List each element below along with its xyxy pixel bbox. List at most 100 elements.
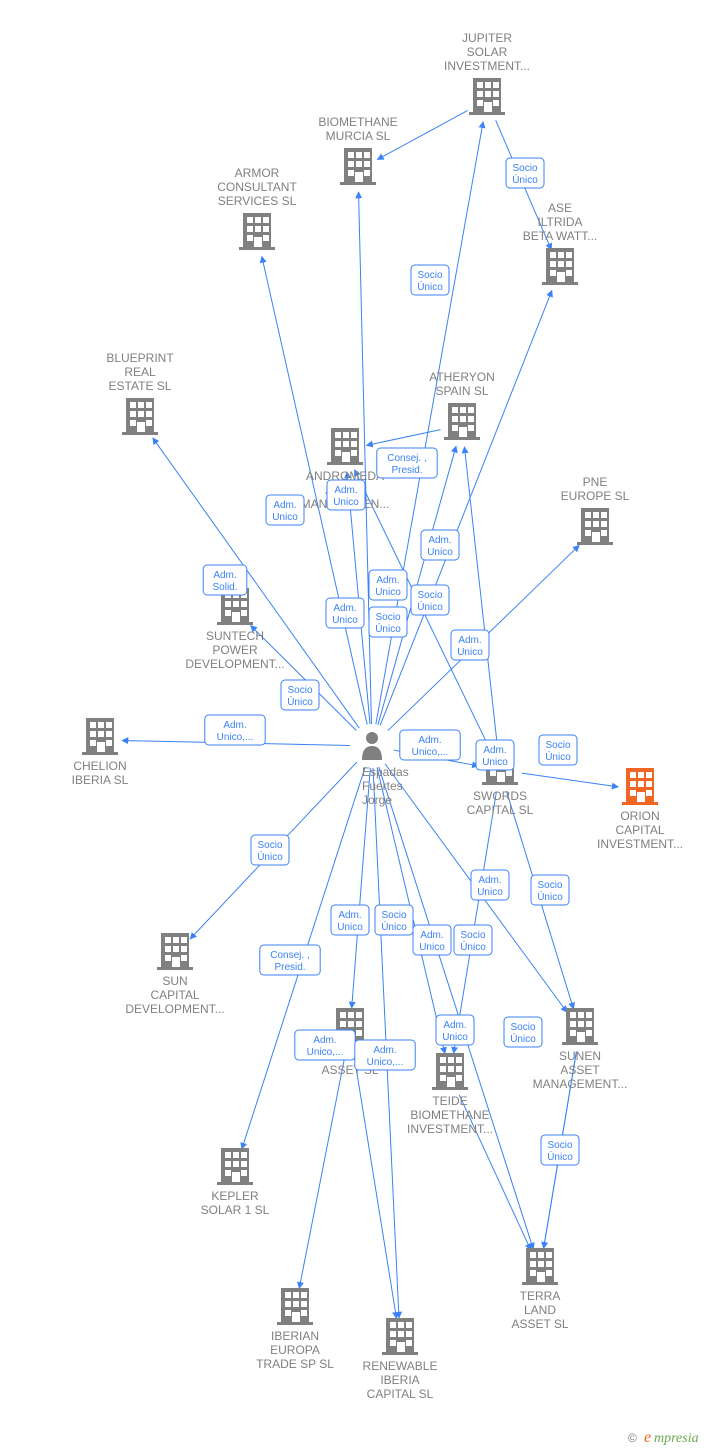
edge-label-line: Adm.: [313, 1035, 336, 1046]
edge-label-line: Único: [537, 890, 563, 903]
company-label-line: SUN: [162, 974, 187, 988]
company-label-line: DEVELOPMENT...: [125, 1002, 224, 1016]
company-label-line: SOLAR: [467, 45, 508, 59]
edge-label-line: Solid.: [212, 582, 237, 593]
edge-label-line: Adm.: [334, 485, 357, 496]
company-label-line: BLUEPRINT: [106, 351, 174, 365]
edge-label-line: Socio: [547, 1140, 572, 1151]
edge-label-line: Adm.: [376, 575, 399, 586]
edge-label-line: Unico: [442, 1032, 468, 1043]
company-label-line: ESTATE SL: [109, 379, 172, 393]
edge: [454, 792, 497, 1054]
edge-label-line: Adm.: [373, 1045, 396, 1056]
edge-label: SocioÚnico: [281, 680, 319, 710]
building-icon: [340, 148, 376, 185]
edge-label: Consej. ,Presid.: [377, 448, 437, 478]
company-label-line: SUNTECH: [206, 629, 264, 643]
company-label-line: CAPITAL: [615, 823, 664, 837]
company-node-biomethane[interactable]: BIOMETHANEMURCIA SL: [318, 115, 397, 185]
company-label-line: ASSET SL: [511, 1317, 568, 1331]
building-icon: [622, 768, 658, 805]
company-node-orion[interactable]: ORIONCAPITALINVESTMENT...: [597, 768, 683, 851]
edge-label-line: Unico: [457, 647, 483, 658]
company-label-line: BETA WATT...: [523, 229, 597, 243]
edge: [251, 625, 357, 730]
building-icon: [444, 403, 480, 440]
company-label-line: RENEWABLE: [363, 1359, 438, 1373]
edge-label-line: Unico: [337, 922, 363, 933]
company-label-line: SPAIN SL: [435, 384, 488, 398]
edge-label: Adm.Unico,...: [205, 715, 265, 745]
edge-label-line: Unico: [375, 587, 401, 598]
company-label-line: INVESTMENT...: [444, 59, 530, 73]
company-node-kepler[interactable]: KEPLERSOLAR 1 SL: [201, 1148, 270, 1217]
company-node-sun[interactable]: SUNCAPITALDEVELOPMENT...: [125, 933, 224, 1016]
edge-label-line: Socio: [460, 930, 485, 941]
company-node-jupiter[interactable]: JUPITERSOLARINVESTMENT...: [444, 31, 530, 115]
company-label-line: KEPLER: [211, 1189, 259, 1203]
company-node-iberian[interactable]: IBERIANEUROPATRADE SP SL: [256, 1288, 334, 1371]
edge-label: SocioÚnico: [506, 158, 544, 188]
edge-label-line: Socio: [257, 840, 282, 851]
network-diagram: JUPITERSOLARINVESTMENT... BIOMETHANEMURCI…: [0, 0, 728, 1455]
edge-label-line: Unico,...: [307, 1047, 344, 1058]
edge-label: Adm.Unico: [451, 630, 489, 660]
edge-label-line: Único: [417, 600, 443, 613]
company-node-sunen[interactable]: SUNENASSETMANAGEMENT...: [533, 1008, 628, 1091]
company-node-terra[interactable]: TERRALANDASSET SL: [511, 1248, 568, 1331]
company-label-line: CAPITAL SL: [367, 1387, 434, 1401]
edge-label-line: Consej. ,: [270, 950, 309, 961]
edge-label: SocioÚnico: [411, 265, 449, 295]
edge-label-line: Unico: [477, 887, 503, 898]
edge-label-line: Adm.: [333, 603, 356, 614]
company-label-line: SUNEN: [559, 1049, 601, 1063]
edge-label: Adm.Unico,...: [400, 730, 460, 760]
edge-label-line: Adm.: [420, 930, 443, 941]
edge-label: SocioÚnico: [504, 1017, 542, 1047]
company-node-chelion[interactable]: CHELIONIBERIA SL: [72, 718, 129, 787]
company-label-line: JUPITER: [462, 31, 512, 45]
company-label-line: TERRA: [520, 1289, 561, 1303]
person-label-line: Fuertes: [362, 779, 403, 793]
company-node-blueprint[interactable]: BLUEPRINTREALESTATE SL: [106, 351, 174, 435]
company-node-pne[interactable]: PNEEUROPE SL: [561, 475, 630, 545]
edge-label-line: Único: [375, 622, 401, 635]
person-label-line: Espadas: [362, 765, 409, 779]
company-label-line: BIOMETHANE: [318, 115, 397, 129]
building-icon: [239, 213, 275, 250]
company-label-line: CHELION: [73, 759, 126, 773]
edge-label-line: Único: [545, 750, 571, 763]
edge: [464, 447, 497, 748]
company-label-line: EUROPE SL: [561, 489, 630, 503]
building-icon: [122, 398, 158, 435]
company-node-renewable[interactable]: RENEWABLEIBERIACAPITAL SL: [363, 1318, 438, 1401]
edge-label-line: Único: [417, 280, 443, 293]
company-label-line: ATHERYON: [429, 370, 495, 384]
edge-label-line: Unico: [272, 512, 298, 523]
company-label-line: PNE: [583, 475, 608, 489]
edge-label-line: Único: [510, 1032, 536, 1045]
company-label-line: IBERIA SL: [72, 773, 129, 787]
edge-label-line: Adm.: [483, 745, 506, 756]
edge-label-line: Adm.: [478, 875, 501, 886]
edge: [522, 773, 618, 787]
edge-label-line: Presid.: [391, 465, 422, 476]
edge-label: SocioÚnico: [375, 905, 413, 935]
company-label-line: EUROPA: [270, 1343, 320, 1357]
edge-label: SocioÚnico: [369, 607, 407, 637]
edge-label: SocioÚnico: [411, 585, 449, 615]
company-label-line: SWORDS: [473, 789, 527, 803]
edge-label-line: Adm.: [223, 720, 246, 731]
edge: [354, 1052, 397, 1319]
company-node-ase[interactable]: ASEILTRIDABETA WATT...: [523, 201, 597, 285]
edge-label: Adm.Unico: [413, 925, 451, 955]
company-node-teide[interactable]: TEIDEBIOMETHANEINVESTMENT...: [407, 1053, 493, 1136]
company-label-line: ASSET: [560, 1063, 600, 1077]
edge-label-line: Adm.: [428, 535, 451, 546]
edge-label-line: Socio: [375, 612, 400, 623]
edge-label-line: Consej. ,: [387, 453, 426, 464]
edge-label-line: Adm.: [338, 910, 361, 921]
company-node-suntech[interactable]: SUNTECHPOWERDEVELOPMENT...: [185, 588, 284, 671]
edge: [359, 192, 372, 724]
company-node-armor[interactable]: ARMORCONSULTANTSERVICES SL: [217, 166, 297, 250]
